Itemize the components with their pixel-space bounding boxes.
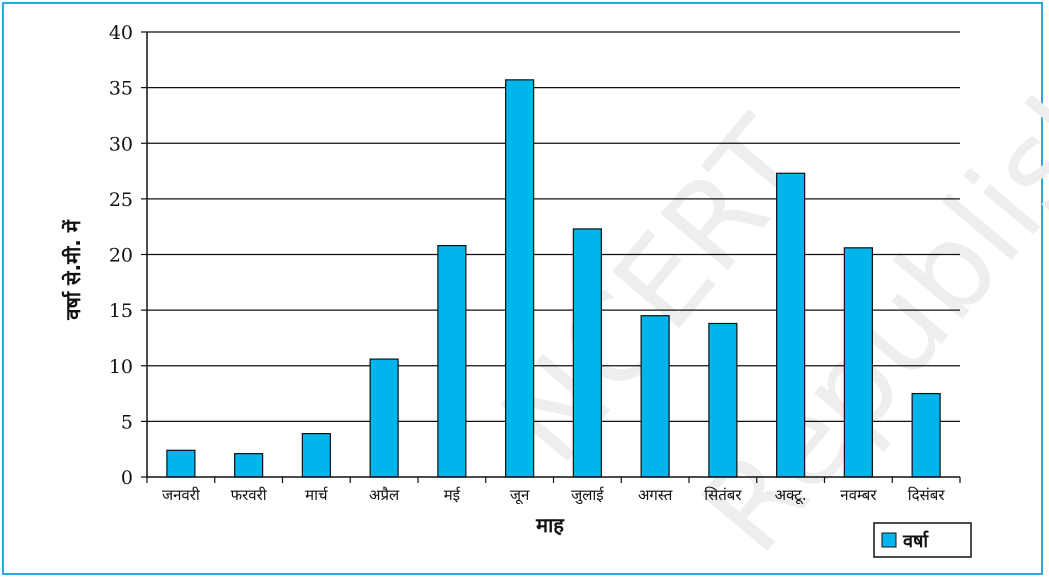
bar (437, 245, 467, 478)
bar (369, 358, 399, 478)
y-tick-label: 10 (109, 356, 133, 378)
y-tick-label: 5 (121, 411, 133, 433)
x-axis-label: माह (535, 513, 565, 537)
x-tick-label: दिसंबर (908, 486, 946, 504)
y-tick-label: 0 (121, 467, 133, 489)
bar (572, 228, 602, 478)
bars (166, 79, 941, 478)
x-tick-label: अप्रैल (369, 486, 400, 504)
bar (911, 392, 941, 478)
x-tick-label: जुलाई (571, 486, 605, 505)
bar (708, 322, 738, 478)
x-tick-label: मार्च (305, 486, 328, 504)
y-tick-label: 20 (109, 245, 133, 267)
legend-swatch (881, 532, 897, 548)
bar (843, 247, 873, 478)
y-tick-label: 30 (109, 133, 133, 155)
legend: वर्षा (873, 522, 972, 558)
x-tick-label: नवम्बर (840, 486, 877, 504)
bar (166, 449, 196, 478)
legend-label: वर्षा (902, 530, 929, 552)
bar (301, 433, 331, 478)
bar (776, 172, 806, 478)
x-tick-label: जनवरी (162, 486, 201, 504)
y-tick-label: 40 (109, 22, 133, 44)
x-axis-ticks: जनवरी फरवरी मार्च अप्रैल मई जून जुलाई अगस्त सितं… (146, 477, 961, 505)
y-axis-ticks: 0 5 10 15 20 25 30 35 40 (109, 22, 147, 489)
x-tick-label: फरवरी (231, 486, 268, 504)
bar (640, 315, 670, 478)
y-axis-label: वर्षा से.मी. में (61, 219, 85, 321)
bar (234, 453, 264, 478)
x-tick-label: मई (444, 486, 461, 504)
x-tick-label: अगस्त (638, 486, 673, 504)
y-tick-label: 15 (109, 300, 133, 322)
y-tick-label: 35 (109, 78, 133, 100)
bar (505, 79, 535, 478)
x-tick-label: सितंबर (704, 486, 742, 504)
x-tick-label: जून (510, 486, 530, 505)
x-tick-label: अक्टू. (775, 486, 807, 505)
y-tick-label: 25 (109, 189, 133, 211)
gridlines (147, 31, 960, 422)
